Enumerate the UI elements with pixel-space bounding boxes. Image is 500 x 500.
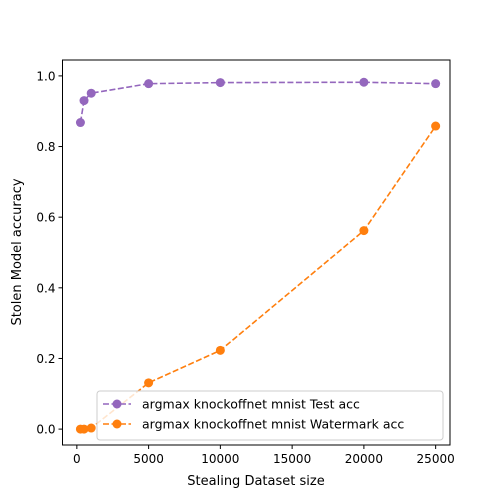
y-tick-label: 0.6 (36, 211, 55, 225)
y-axis: 0.0 0.2 0.4 0.6 0.8 1.0 (36, 69, 63, 437)
series-layer (75, 77, 441, 434)
legend-marker (112, 419, 122, 429)
data-point (215, 345, 225, 355)
data-point (144, 378, 154, 388)
x-tick-label: 15000 (273, 452, 311, 466)
y-tick-label: 0.4 (36, 281, 55, 295)
y-tick-label: 1.0 (36, 69, 55, 83)
x-tick-label: 0 (73, 452, 81, 466)
series-2 (75, 121, 441, 434)
legend-label: argmax knockoffnet mnist Test acc (142, 397, 360, 412)
x-tick-label: 20000 (345, 452, 383, 466)
y-tick-label: 0.8 (36, 140, 55, 154)
x-tick-label: 25000 (417, 452, 455, 466)
y-axis-title: Stolen Model accuracy (10, 178, 25, 325)
data-point (86, 423, 96, 433)
data-point (75, 118, 85, 128)
legend-label: argmax knockoffnet mnist Watermark acc (142, 417, 404, 432)
data-point (359, 77, 369, 87)
x-tick-label: 5000 (133, 452, 164, 466)
legend-box (96, 390, 444, 441)
series-line (79, 81, 436, 123)
legend: argmax knockoffnet mnist Test acc argmax … (96, 390, 444, 441)
series-1 (75, 77, 441, 128)
data-point (359, 226, 369, 236)
legend-items: argmax knockoffnet mnist Test acc argmax … (103, 397, 404, 432)
data-point (79, 424, 89, 434)
x-tick-label: 10000 (201, 452, 239, 466)
series-line (80, 125, 437, 430)
x-axis: 0 5000 10000 15000 20000 25000 (73, 445, 455, 466)
x-axis-title: Stealing Dataset size (187, 474, 324, 489)
data-point (431, 79, 441, 89)
data-point (86, 88, 96, 98)
y-tick-label: 0.0 (36, 423, 55, 437)
data-point (144, 79, 154, 89)
y-tick-label: 0.2 (36, 352, 55, 366)
plot-frame (62, 59, 451, 446)
data-point (215, 78, 225, 88)
legend-marker (112, 399, 122, 409)
data-point (79, 96, 89, 106)
data-point (431, 121, 441, 131)
